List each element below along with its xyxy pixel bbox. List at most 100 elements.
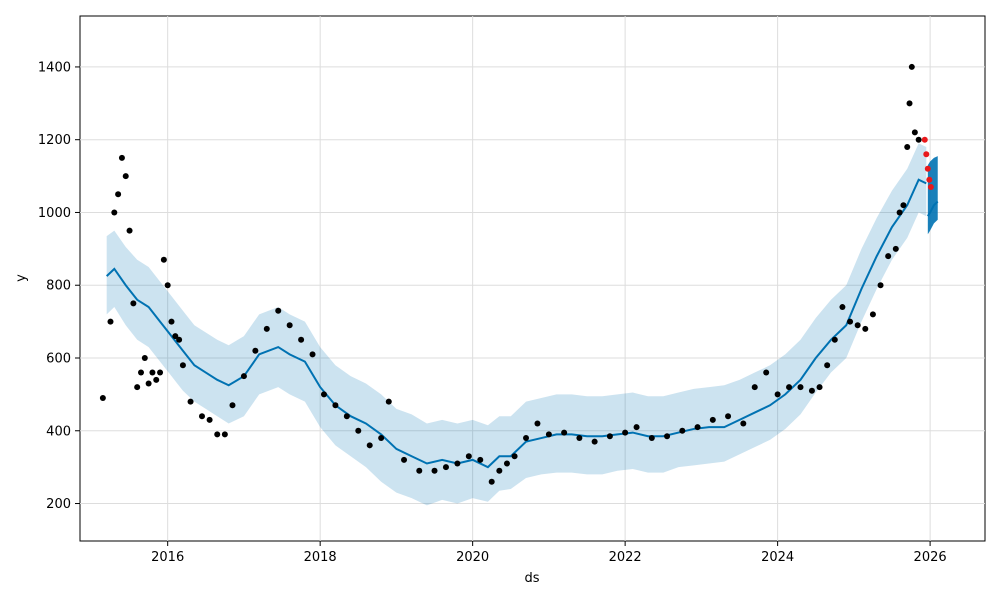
observed-point bbox=[847, 318, 854, 325]
observed-point bbox=[275, 307, 282, 314]
observed-point bbox=[286, 322, 293, 329]
observed-point bbox=[606, 433, 613, 440]
observed-point bbox=[576, 435, 583, 442]
future-uncertainty-band bbox=[927, 156, 938, 235]
observed-point bbox=[176, 336, 183, 343]
observed-point bbox=[126, 227, 133, 234]
observed-point bbox=[309, 351, 316, 358]
observed-point bbox=[797, 384, 804, 391]
observed-point bbox=[534, 420, 541, 427]
observed-point bbox=[709, 416, 716, 423]
observed-point bbox=[591, 438, 598, 445]
observed-point bbox=[869, 311, 876, 318]
recent-observed-point bbox=[921, 136, 928, 143]
observed-point bbox=[229, 402, 236, 409]
observed-point bbox=[622, 429, 629, 436]
y-tick-label: 400 bbox=[46, 424, 71, 439]
observed-point bbox=[172, 333, 179, 340]
observed-point bbox=[99, 395, 106, 402]
x-tick-label: 2026 bbox=[914, 550, 947, 565]
observed-point bbox=[854, 322, 861, 329]
observed-point bbox=[141, 354, 148, 361]
grid bbox=[80, 16, 985, 541]
axis-ticks: 2016 2018 2020 2022 2024 2026 200 400 600 800 1000… bbox=[38, 60, 947, 565]
x-tick-label: 2018 bbox=[304, 550, 337, 565]
observed-point bbox=[896, 209, 903, 216]
observed-point bbox=[751, 384, 758, 391]
observed-point bbox=[137, 369, 144, 376]
observed-point bbox=[561, 429, 568, 436]
y-tick-label: 1200 bbox=[38, 133, 71, 148]
observed-point bbox=[221, 431, 228, 438]
observed-point bbox=[115, 191, 122, 198]
observed-point bbox=[366, 442, 373, 449]
y-axis-label: y bbox=[14, 274, 29, 282]
observed-point bbox=[786, 384, 793, 391]
observed-point bbox=[298, 336, 305, 343]
observed-point bbox=[900, 202, 907, 209]
observed-point bbox=[130, 300, 137, 307]
observed-point bbox=[179, 362, 186, 369]
observed-point bbox=[332, 402, 339, 409]
observed-point bbox=[153, 376, 160, 383]
observed-point bbox=[664, 433, 671, 440]
observed-point bbox=[187, 398, 194, 405]
observed-point bbox=[679, 427, 686, 434]
observed-point bbox=[431, 467, 438, 474]
observed-point bbox=[378, 435, 385, 442]
observed-point bbox=[145, 380, 152, 387]
recent-observed-point bbox=[924, 165, 931, 172]
observed-point bbox=[157, 369, 164, 376]
x-axis-label: ds bbox=[524, 571, 539, 586]
observed-point bbox=[122, 173, 129, 180]
y-tick-label: 1000 bbox=[38, 206, 71, 221]
observed-point bbox=[633, 424, 640, 431]
observed-point bbox=[343, 413, 350, 420]
observed-point bbox=[401, 456, 408, 463]
observed-point bbox=[416, 467, 423, 474]
observed-point bbox=[496, 467, 503, 474]
observed-point bbox=[816, 384, 823, 391]
observed-point bbox=[885, 253, 892, 260]
future-forecast-line bbox=[926, 200, 939, 217]
observed-point bbox=[725, 413, 732, 420]
observed-point bbox=[118, 154, 125, 161]
observed-point bbox=[694, 424, 701, 431]
observed-point bbox=[214, 431, 221, 438]
observed-point bbox=[906, 100, 913, 107]
observed-point bbox=[503, 460, 510, 467]
observed-point bbox=[465, 453, 472, 460]
observed-point bbox=[134, 384, 141, 391]
observed-point bbox=[355, 427, 362, 434]
plot-frame bbox=[79, 15, 986, 542]
observed-point bbox=[511, 453, 518, 460]
observed-point bbox=[545, 431, 552, 438]
observed-point bbox=[477, 456, 484, 463]
observed-point bbox=[915, 136, 922, 143]
observed-point bbox=[763, 369, 770, 376]
observed-point bbox=[908, 63, 915, 70]
observed-point bbox=[774, 391, 781, 398]
observed-point bbox=[648, 435, 655, 442]
uncertainty-band bbox=[106, 143, 927, 506]
y-tick-label: 800 bbox=[46, 279, 71, 294]
observed-point bbox=[808, 387, 815, 394]
observed-point bbox=[892, 245, 899, 252]
recent-observed-point bbox=[926, 176, 933, 183]
observed-point bbox=[454, 460, 461, 467]
observed-point bbox=[320, 391, 327, 398]
observed-point bbox=[252, 347, 259, 354]
observed-point bbox=[164, 282, 171, 289]
recent-observed-point bbox=[923, 151, 930, 158]
x-tick-label: 2024 bbox=[761, 550, 794, 565]
recent-observed-point bbox=[927, 183, 934, 190]
observed-point bbox=[877, 282, 884, 289]
observed-point bbox=[911, 129, 918, 136]
observed-point bbox=[198, 413, 205, 420]
x-tick-label: 2020 bbox=[456, 550, 489, 565]
observed-point bbox=[831, 336, 838, 343]
observed-points-group bbox=[99, 63, 934, 485]
observed-point bbox=[839, 304, 846, 311]
